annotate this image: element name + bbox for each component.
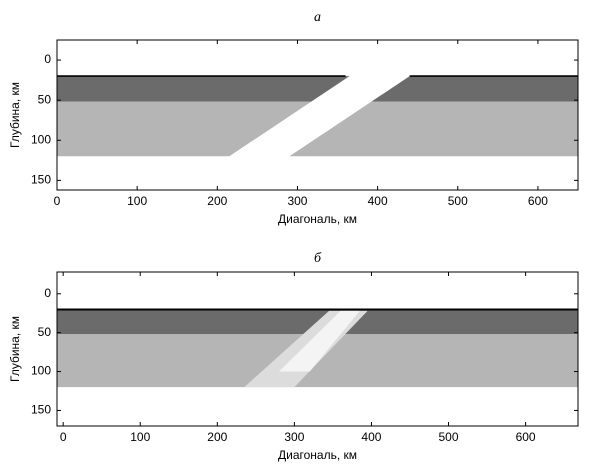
y-tick-label: 100 bbox=[31, 132, 51, 146]
x-tick-label: 600 bbox=[528, 194, 548, 208]
x-tick-label: 500 bbox=[439, 430, 459, 444]
y-tick-label: 50 bbox=[38, 92, 52, 106]
region bbox=[409, 75, 578, 77]
region bbox=[278, 310, 360, 372]
region bbox=[57, 75, 346, 77]
chart-title: а bbox=[314, 10, 321, 25]
region bbox=[57, 308, 578, 311]
x-tick-label: 400 bbox=[368, 194, 388, 208]
x-axis-label: Диагональ, км bbox=[278, 212, 357, 226]
x-tick-label: 300 bbox=[284, 430, 304, 444]
y-axis-label: Глубина, км bbox=[8, 82, 22, 148]
plot-area bbox=[57, 308, 578, 388]
x-tick-label: 500 bbox=[448, 194, 468, 208]
x-axis-label: Диагональ, км bbox=[278, 448, 357, 462]
x-tick-label: 200 bbox=[207, 430, 227, 444]
y-tick-label: 100 bbox=[31, 364, 51, 378]
x-tick-label: 100 bbox=[130, 430, 150, 444]
region bbox=[57, 101, 312, 157]
axes-frame bbox=[56, 39, 579, 191]
x-tick-label: 0 bbox=[60, 430, 67, 444]
y-tick-label: 150 bbox=[31, 403, 51, 417]
chart-title: б bbox=[314, 251, 322, 266]
y-tick-label: 50 bbox=[38, 325, 52, 339]
x-tick-label: 300 bbox=[287, 194, 307, 208]
x-tick-label: 0 bbox=[54, 194, 61, 208]
region bbox=[289, 101, 578, 157]
y-axis-label: Глубина, км bbox=[8, 316, 22, 382]
plot-area bbox=[57, 75, 578, 157]
y-tick-label: 0 bbox=[44, 286, 51, 300]
y-tick-label: 0 bbox=[44, 52, 51, 66]
x-tick-label: 400 bbox=[361, 430, 381, 444]
x-tick-label: 100 bbox=[127, 194, 147, 208]
axes-frame bbox=[56, 271, 579, 427]
y-tick-label: 150 bbox=[31, 173, 51, 187]
region bbox=[57, 76, 350, 102]
x-tick-label: 200 bbox=[207, 194, 227, 208]
region bbox=[371, 76, 578, 102]
x-tick-label: 600 bbox=[516, 430, 536, 444]
